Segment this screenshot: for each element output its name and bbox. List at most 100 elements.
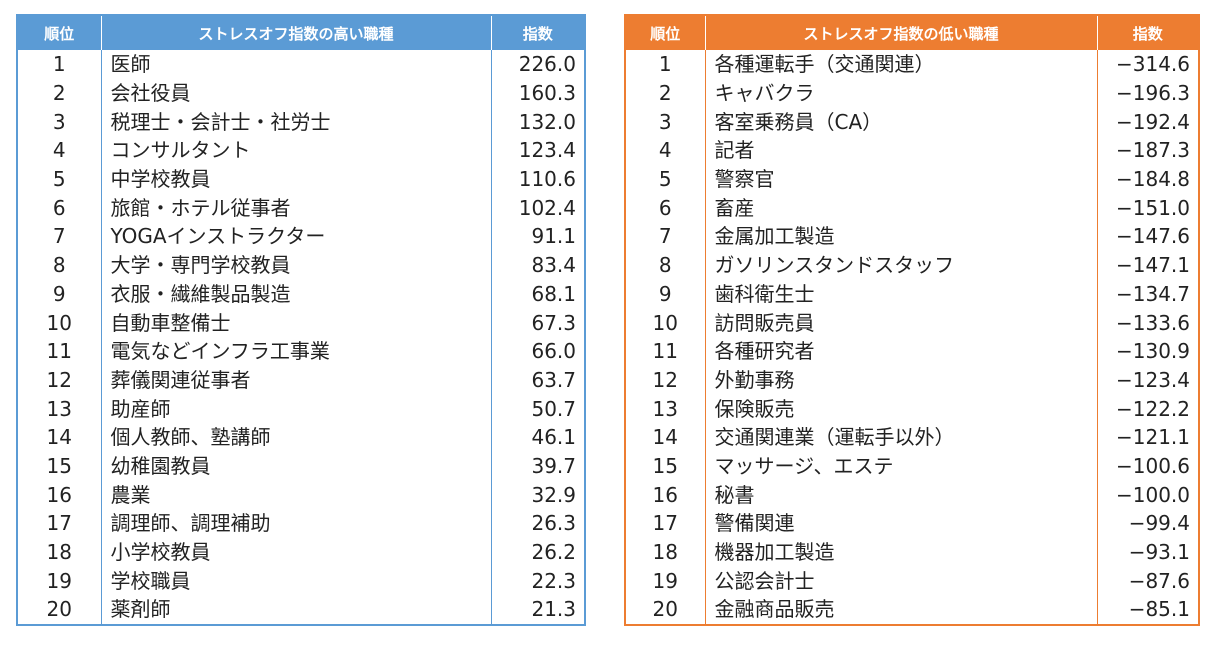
index-cell: 26.2 [531,540,576,565]
rank-cell: 15 [625,451,706,481]
table-row: 5 中学校教員 110.6 [17,164,585,194]
index-cell: 123.4 [518,138,576,163]
job-cell: ガソリンスタンドスタッフ [705,250,1098,280]
index-cell: 160.3 [518,81,576,106]
table-row: 8 大学・専門学校教員 83.4 [17,250,585,280]
table-row: 4 記者 −187.3 [625,136,1199,165]
table-row: 15 幼稚園教員 39.7 [17,451,585,481]
rank-cell: 10 [17,308,102,337]
rank-cell: 11 [625,336,706,366]
job-cell: 小学校教員 [101,537,492,567]
index-cell: −121.1 [1115,425,1190,450]
table-row: 14 個人教師、塾講師 46.1 [17,422,585,452]
job-cell: YOGAインストラクター [101,222,492,251]
rank-cell: 11 [17,336,102,366]
table-row: 14 交通関連業（運転手以外） −121.1 [625,422,1199,452]
job-cell: キャバクラ [705,78,1098,108]
index-cell: −147.1 [1115,253,1190,278]
table-row: 2 キャバクラ −196.3 [625,78,1199,108]
rank-cell: 8 [625,250,706,280]
table-row: 10 訪問販売員 −133.6 [625,308,1199,337]
table-row: 3 客室乗務員（CA） −192.4 [625,107,1199,137]
table-row: 18 小学校教員 26.2 [17,537,585,567]
job-cell: 警備関連 [705,509,1098,538]
index-cell: 132.0 [518,109,576,134]
job-cell: 助産師 [101,394,492,423]
rank-cell: 2 [17,78,102,108]
index-cell: −100.0 [1115,482,1190,507]
job-cell: コンサルタント [101,136,492,165]
table-row: 15 マッサージ、エステ −100.6 [625,451,1199,481]
job-cell: 警察官 [705,164,1098,194]
rank-cell: 15 [17,451,102,481]
rank-cell: 9 [625,279,706,309]
high-stress-off-table: 順位 ストレスオフ指数の高い職種 指数 1 医師 226.0 2 会社役員 160.3 3 税… [16,14,586,626]
index-cell: 67.3 [531,310,576,335]
index-cell: 32.9 [531,482,576,507]
rank-cell: 13 [625,394,706,423]
job-header: ストレスオフ指数の低い職種 [704,15,1097,50]
rank-cell: 17 [625,509,706,538]
rank-cell: 3 [625,107,706,137]
rank-cell: 6 [625,193,706,223]
table-row: 6 旅館・ホテル従事者 102.4 [17,193,585,223]
table-row: 20 金融商品販売 −85.1 [625,595,1199,625]
rank-cell: 17 [17,509,102,538]
table-row: 7 YOGAインストラクター 91.1 [17,222,585,251]
table-row: 13 保険販売 −122.2 [625,394,1199,423]
index-cell: 46.1 [531,425,576,450]
index-cell: 83.4 [531,253,576,278]
index-cell: −122.2 [1115,396,1190,421]
job-cell: 歯科衛生士 [705,279,1098,309]
index-header: 指数 [490,15,585,50]
rank-cell: 5 [625,164,706,194]
index-cell: −123.4 [1115,367,1190,392]
index-cell: 21.3 [531,597,576,622]
index-cell: −192.4 [1115,109,1190,134]
index-cell: 39.7 [531,453,576,478]
table-row: 6 畜産 −151.0 [625,193,1199,223]
index-header: 指数 [1096,15,1199,50]
index-cell: 110.6 [518,167,576,192]
job-cell: 交通関連業（運転手以外） [705,422,1098,452]
job-cell: 金属加工製造 [705,222,1098,251]
rank-cell: 14 [625,422,706,452]
table-row: 20 薬剤師 21.3 [17,595,585,625]
job-cell: 会社役員 [101,78,492,108]
table-row: 4 コンサルタント 123.4 [17,136,585,165]
job-cell: 調理師、調理補助 [101,509,492,538]
index-cell: 68.1 [531,281,576,306]
job-cell: 医師 [101,50,492,79]
job-cell: 大学・専門学校教員 [101,250,492,280]
index-cell: −130.9 [1115,339,1190,364]
rank-header: 順位 [17,15,101,50]
rank-cell: 20 [17,595,102,625]
header-row: 順位 ストレスオフ指数の高い職種 指数 [17,15,585,50]
job-cell: 畜産 [705,193,1098,223]
index-cell: −314.6 [1115,52,1190,77]
table-row: 12 葬儀関連従事者 63.7 [17,365,585,395]
job-cell: 衣服・繊維製品製造 [101,279,492,309]
index-cell: −196.3 [1115,81,1190,106]
rank-cell: 14 [17,422,102,452]
job-cell: 記者 [705,136,1098,165]
index-cell: 63.7 [531,367,576,392]
job-header: ストレスオフ指数の高い職種 [100,15,491,50]
job-cell: 自動車整備士 [101,308,492,337]
job-cell: 各種研究者 [705,336,1098,366]
rank-cell: 4 [17,136,102,165]
index-cell: −151.0 [1115,195,1190,220]
table-row: 9 衣服・繊維製品製造 68.1 [17,279,585,309]
rank-cell: 13 [17,394,102,423]
index-cell: −85.1 [1128,597,1190,622]
table-row: 8 ガソリンスタンドスタッフ −147.1 [625,250,1199,280]
job-cell: 客室乗務員（CA） [705,107,1098,137]
table-row: 17 警備関連 −99.4 [625,509,1199,538]
job-cell: 外勤事務 [705,365,1098,395]
job-cell: 電気などインフラ工事業 [101,336,492,366]
table-row: 3 税理士・会計士・社労士 132.0 [17,107,585,137]
rank-cell: 6 [17,193,102,223]
rank-cell: 20 [625,595,706,625]
job-cell: 機器加工製造 [705,537,1098,567]
header-row: 順位 ストレスオフ指数の低い職種 指数 [625,15,1199,50]
